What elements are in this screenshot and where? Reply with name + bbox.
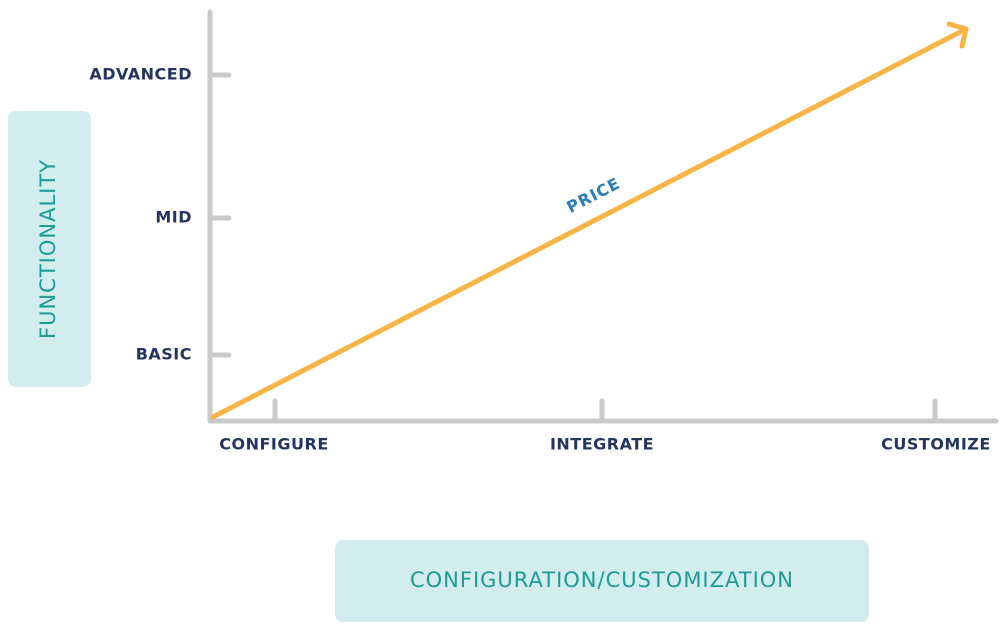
y-level-label: BASIC	[136, 345, 192, 364]
y-level-label: MID	[155, 208, 192, 227]
x-axis-label: CONFIGURATION/CUSTOMIZATION	[410, 568, 794, 592]
x-level-label: CUSTOMIZE	[881, 435, 991, 454]
x-level-label: CONFIGURE	[219, 435, 329, 454]
y-level-label: ADVANCED	[89, 65, 192, 84]
y-axis-label-box	[8, 111, 91, 387]
axes	[207, 9, 999, 424]
x-level-label: INTEGRATE	[550, 435, 654, 454]
y-axis-label: FUNCTIONALITY	[36, 159, 60, 339]
x-axis-label-box	[335, 540, 869, 622]
price-arrow	[210, 21, 969, 420]
